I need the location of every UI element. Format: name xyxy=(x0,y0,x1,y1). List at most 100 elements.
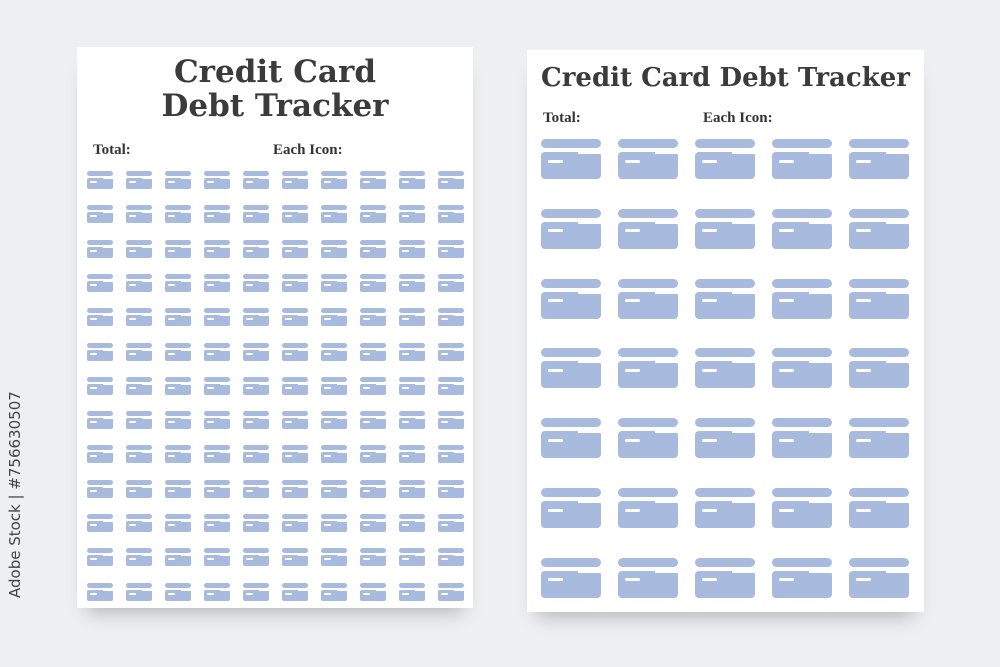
credit-card-icon xyxy=(243,273,269,292)
credit-card-icon xyxy=(204,205,230,224)
credit-card-icon xyxy=(243,548,269,567)
credit-card-icon xyxy=(438,548,464,567)
credit-card-icon xyxy=(87,376,113,395)
credit-card-icon xyxy=(204,239,230,258)
credit-card-icon xyxy=(282,548,308,567)
credit-card-icon xyxy=(204,582,230,601)
credit-card-icon xyxy=(360,548,386,567)
credit-card-icon xyxy=(282,582,308,601)
credit-card-icon xyxy=(126,479,152,498)
credit-card-icon xyxy=(618,208,678,249)
credit-card-icon xyxy=(541,418,601,459)
credit-card-icon xyxy=(165,171,191,189)
credit-card-icon xyxy=(695,488,755,528)
credit-card-icon xyxy=(243,376,269,395)
credit-card-icon xyxy=(87,548,113,567)
credit-card-icon xyxy=(541,139,601,179)
credit-card-icon xyxy=(321,376,347,395)
watermark: Adobe Stock | #756630507 xyxy=(6,391,24,598)
credit-card-icon xyxy=(87,445,113,464)
credit-card-icon xyxy=(321,548,347,567)
credit-card-icon xyxy=(695,278,755,319)
credit-card-icon xyxy=(618,278,678,319)
credit-card-icon xyxy=(399,411,425,430)
credit-card-icon xyxy=(126,376,152,395)
credit-card-icon xyxy=(204,445,230,464)
each-icon-label: Each Icon: xyxy=(273,142,343,158)
credit-card-icon xyxy=(321,514,347,532)
credit-card-icon xyxy=(849,488,909,528)
credit-card-icon xyxy=(438,582,464,601)
credit-card-icon xyxy=(541,348,601,389)
title-line-2: Debt Tracker xyxy=(161,88,389,124)
credit-card-icon xyxy=(541,208,601,249)
credit-card-icon xyxy=(438,479,464,498)
credit-card-icon xyxy=(243,171,269,189)
credit-card-icon xyxy=(772,348,832,389)
credit-card-icon xyxy=(126,205,152,224)
tracker-page-10-column: Credit Card Debt Tracker Total: Each Ico… xyxy=(77,47,473,608)
page-title: Credit Card Debt Tracker xyxy=(541,63,910,93)
credit-card-icon xyxy=(126,239,152,258)
credit-card-icon xyxy=(618,488,678,528)
credit-card-icon xyxy=(438,171,464,189)
credit-card-icon xyxy=(438,239,464,258)
credit-card-icon xyxy=(87,273,113,292)
title-line-1: Credit Card xyxy=(173,54,377,90)
credit-card-icon xyxy=(126,548,152,567)
credit-card-icon xyxy=(618,418,678,459)
credit-card-icon xyxy=(282,342,308,361)
credit-card-icon xyxy=(321,273,347,292)
credit-card-icon xyxy=(87,308,113,327)
credit-card-icon xyxy=(618,139,678,179)
credit-card-icon xyxy=(282,445,308,464)
credit-card-icon xyxy=(399,239,425,258)
credit-card-icon xyxy=(87,479,113,498)
credit-card-icon xyxy=(165,342,191,361)
credit-card-icon xyxy=(165,376,191,395)
credit-card-icon xyxy=(399,445,425,464)
credit-card-icon xyxy=(438,205,464,224)
credit-card-icon xyxy=(243,411,269,430)
credit-card-icon xyxy=(204,308,230,327)
credit-card-icon xyxy=(541,488,601,528)
credit-card-icon xyxy=(438,342,464,361)
credit-card-icon xyxy=(204,376,230,395)
credit-card-icon xyxy=(321,239,347,258)
credit-card-icon xyxy=(243,582,269,601)
credit-card-icon xyxy=(165,411,191,430)
credit-card-icon xyxy=(695,418,755,459)
credit-card-icon xyxy=(282,205,308,224)
credit-card-icon xyxy=(399,205,425,224)
credit-card-icon xyxy=(87,205,113,224)
credit-card-icon xyxy=(204,273,230,292)
credit-card-icon xyxy=(360,273,386,292)
credit-card-icon xyxy=(126,308,152,327)
credit-card-icon xyxy=(360,445,386,464)
credit-card-icon xyxy=(243,342,269,361)
credit-card-icon xyxy=(360,342,386,361)
credit-card-icon xyxy=(399,479,425,498)
credit-card-icon xyxy=(399,273,425,292)
credit-card-icon xyxy=(126,582,152,601)
credit-card-icon xyxy=(204,514,230,532)
credit-card-icon xyxy=(360,239,386,258)
credit-card-icon xyxy=(87,582,113,601)
credit-card-icon xyxy=(126,411,152,430)
credit-card-icon xyxy=(360,205,386,224)
credit-card-icon xyxy=(165,445,191,464)
credit-card-icon xyxy=(321,308,347,327)
credit-card-icon xyxy=(204,548,230,567)
credit-card-icon xyxy=(360,411,386,430)
credit-card-icon xyxy=(126,445,152,464)
credit-card-icon xyxy=(695,348,755,389)
credit-card-icon xyxy=(360,582,386,601)
credit-card-icon xyxy=(87,342,113,361)
credit-card-icon xyxy=(165,239,191,258)
credit-card-icon xyxy=(772,208,832,249)
credit-card-icon xyxy=(87,239,113,258)
total-label: Total: xyxy=(543,110,581,126)
credit-card-icon xyxy=(438,376,464,395)
credit-card-icon xyxy=(126,342,152,361)
credit-card-icon xyxy=(321,171,347,189)
